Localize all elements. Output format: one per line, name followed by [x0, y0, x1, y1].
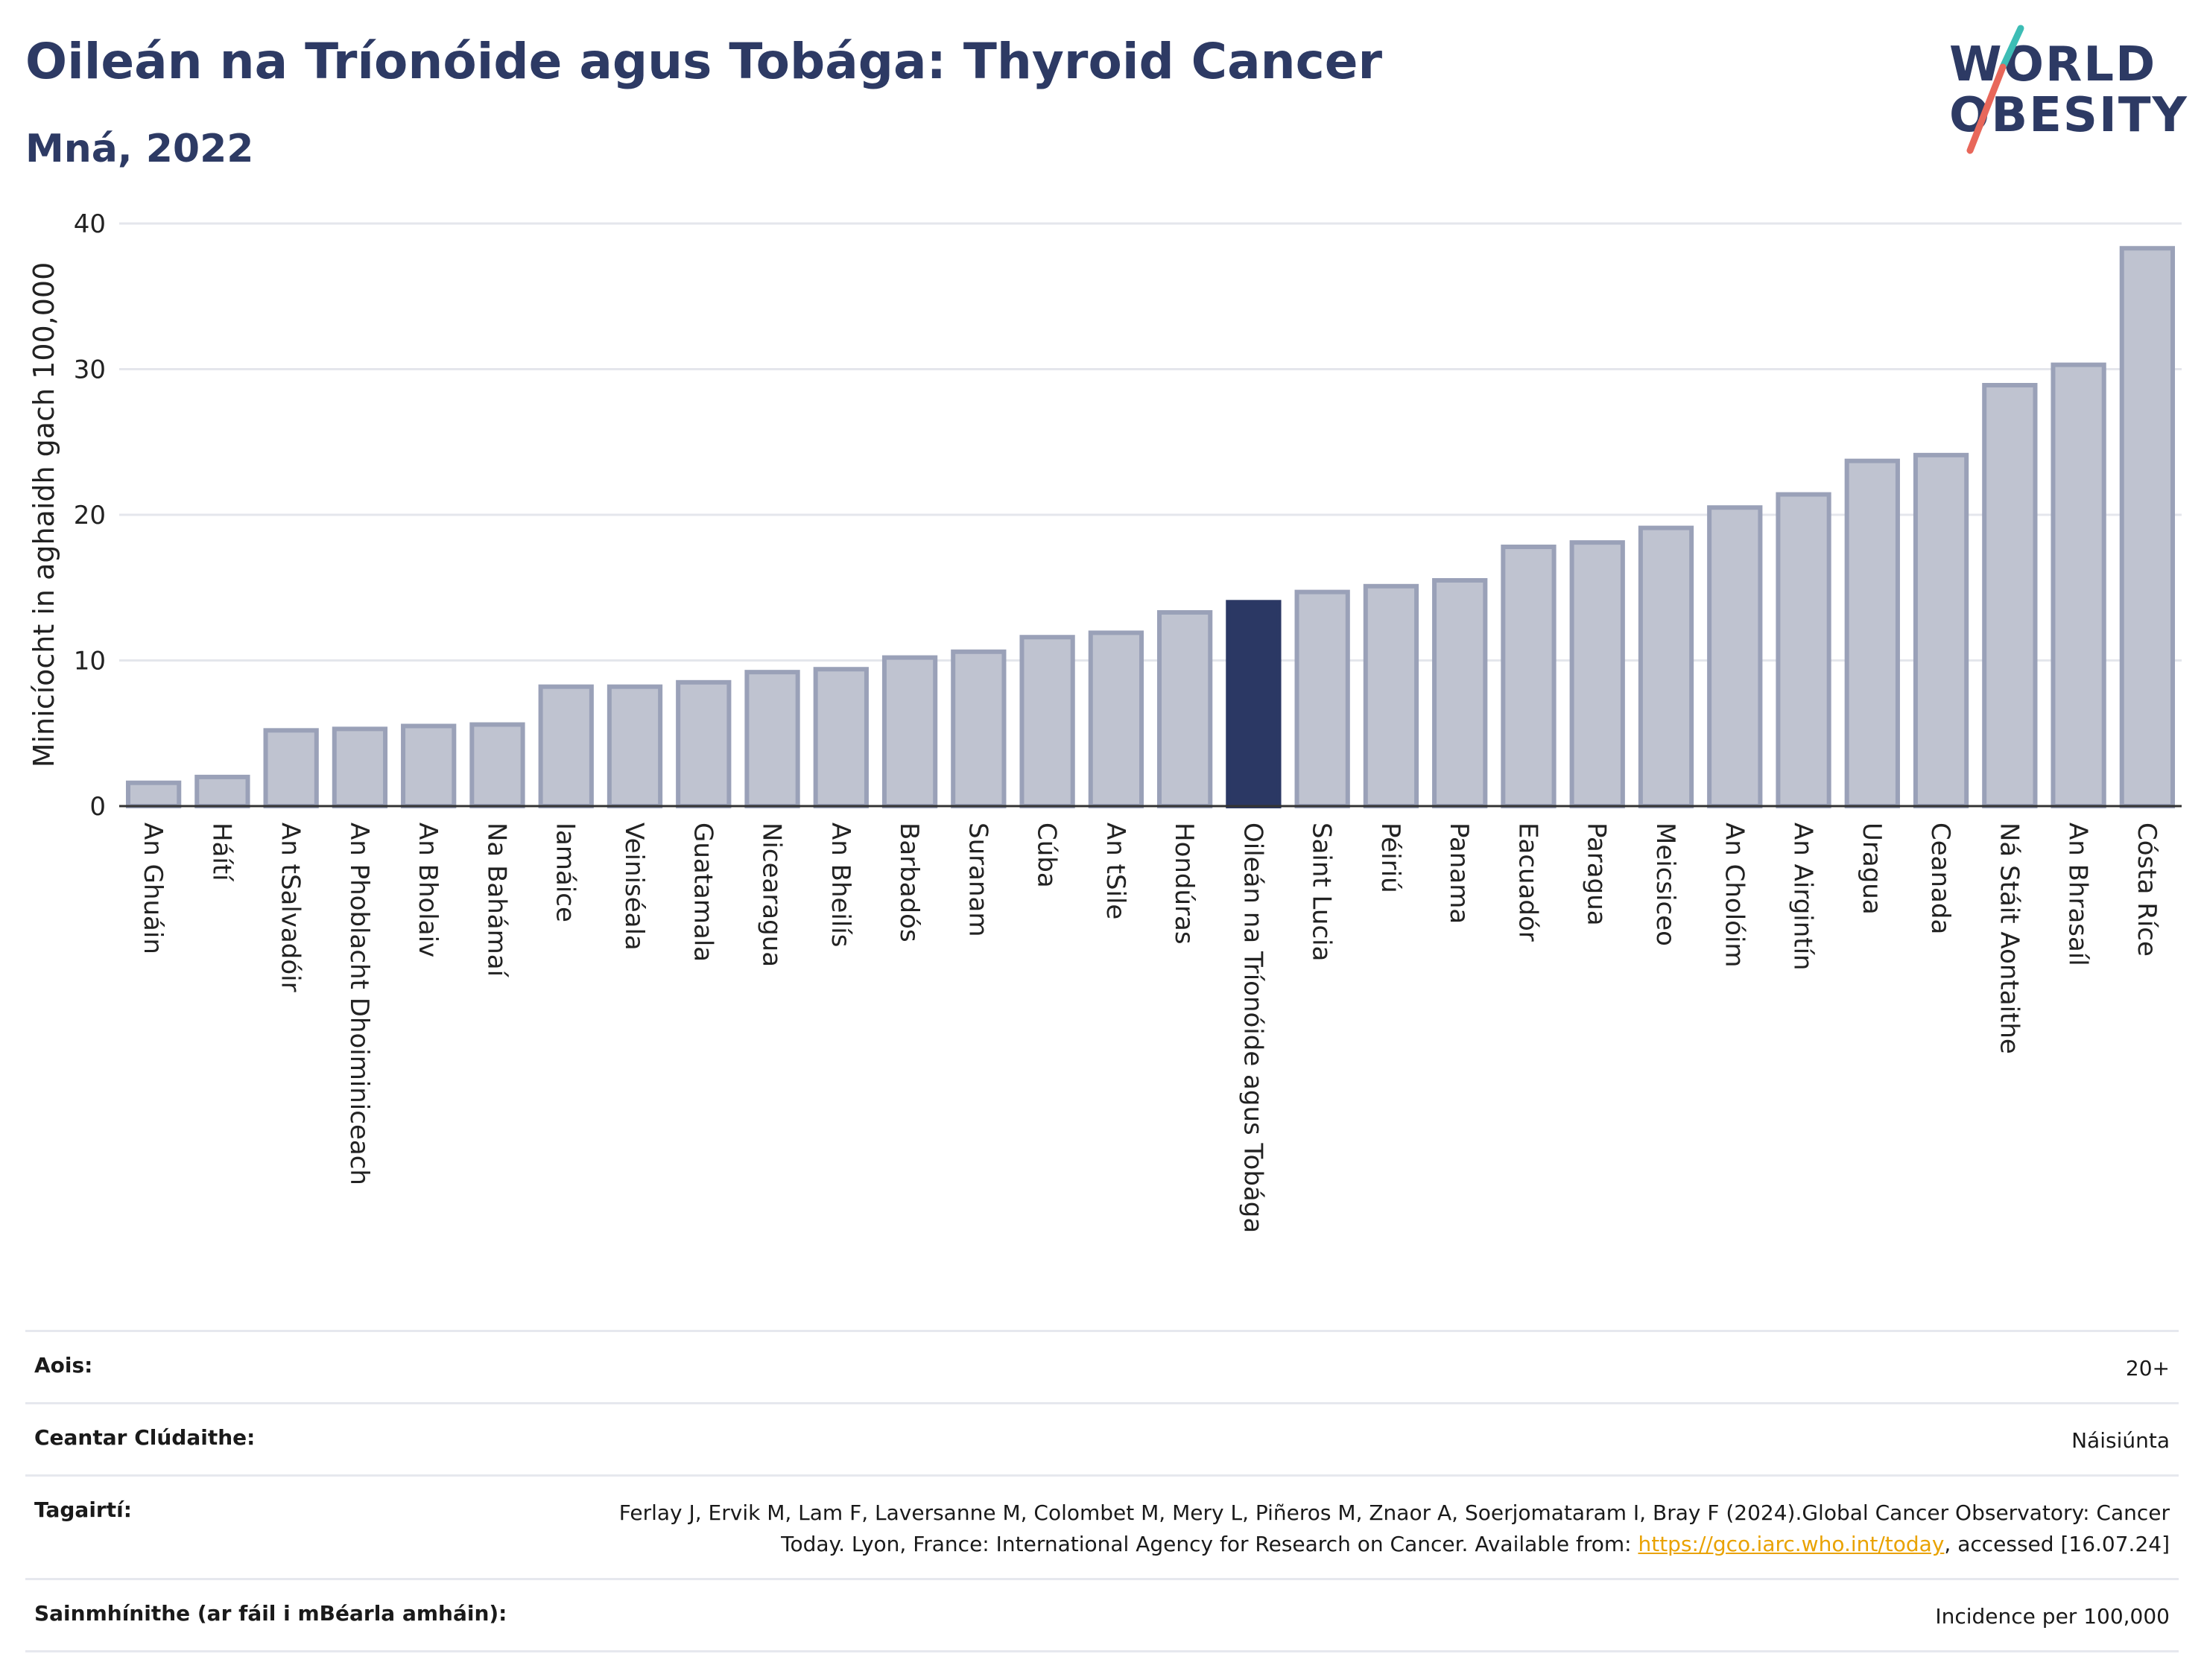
bar	[401, 723, 457, 808]
x-tick-label: Háítí	[206, 822, 236, 882]
x-tick-label: An tSile	[1101, 822, 1130, 919]
x-tick-label: An Bholaiv	[413, 822, 443, 957]
meta-row-coverage: Ceantar Clúdaithe: Náisiúnta	[25, 1402, 2179, 1474]
x-tick-label: Guatamala	[688, 822, 718, 962]
bar	[744, 670, 800, 809]
meta-row-age: Aois: 20+	[25, 1330, 2179, 1402]
meta-value: Náisiúnta	[2071, 1428, 2170, 1453]
bar	[125, 780, 182, 808]
page-title: Oileán na Tríonóide agus Tobága: Thyroid…	[25, 33, 1383, 90]
bar	[1776, 492, 1831, 808]
x-tick-label: An Bheilís	[826, 822, 855, 947]
bar	[676, 679, 732, 809]
bar	[1913, 452, 1969, 808]
x-tick-label: Ná Stáit Aontaithe	[1994, 822, 2024, 1054]
y-tick-label: 10	[74, 647, 106, 676]
x-tick-label: An Phoblacht Dhoiminiceach	[344, 822, 374, 1185]
bar	[1432, 577, 1488, 808]
meta-label: Tagairtí:	[34, 1497, 132, 1522]
bar	[813, 667, 869, 808]
bar	[538, 684, 594, 808]
bar	[332, 726, 388, 809]
x-tick-label: Eacuadór	[1513, 822, 1542, 942]
meta-value: Ferlay J, Ervik M, Lam F, Laversanne M, …	[605, 1497, 2170, 1560]
x-tick-label: Oileán na Tríonóide agus Tobága	[1238, 822, 1267, 1233]
x-tick-label: An Airgintín	[1788, 822, 1818, 971]
meta-value: Incidence per 100,000	[1935, 1604, 2170, 1629]
bar	[1982, 383, 2038, 808]
x-tick-label: Uragua	[1857, 822, 1887, 915]
bar	[194, 774, 250, 809]
bar	[263, 728, 319, 809]
y-tick-label: 0	[89, 792, 106, 822]
reference-link[interactable]: https://gco.iarc.who.int/today	[1638, 1532, 1945, 1556]
x-tick-label: Suranam	[963, 822, 992, 936]
bar	[607, 684, 663, 808]
meta-label: Sainmhínithe (ar fáil i mBéarla amháin):	[34, 1601, 507, 1626]
meta-value: 20+	[2125, 1356, 2170, 1381]
x-tick-label: Cósta Ríce	[2132, 822, 2162, 957]
x-tick-label: Iamáice	[551, 822, 580, 922]
y-axis-label: Minicíocht in aghaidh gach 100,000	[28, 262, 60, 768]
page-subtitle: Mná, 2022	[25, 127, 254, 171]
bar-chart: 0 10 20 30 40 Minicíocht in aghaidh gach 100,…	[28, 209, 2182, 1233]
x-tick-label: Meicsiceo	[1650, 822, 1680, 946]
bar	[1501, 545, 1557, 808]
x-tick-label: An Cholóim	[1719, 822, 1749, 968]
bar	[469, 722, 525, 809]
x-tick-label: Ceanada	[1925, 822, 1955, 934]
logo-slash-icon	[1966, 25, 2024, 154]
bar	[1363, 583, 1419, 808]
x-tick-label: Paragua	[1582, 822, 1612, 926]
x-tick-label: An Ghuáin	[138, 822, 168, 954]
meta-row-definitions: Sainmhínithe (ar fáil i mBéarla amháin):…	[25, 1578, 2179, 1652]
bar	[951, 649, 1007, 809]
bar	[2051, 362, 2106, 808]
x-tick-label: Hondúras	[1169, 822, 1199, 945]
bar	[2119, 246, 2176, 809]
x-tick-label: Péiriú	[1375, 822, 1405, 893]
x-tick-label: Saint Lucia	[1307, 822, 1337, 961]
meta-label: Ceantar Clúdaithe:	[34, 1425, 256, 1450]
bar	[1638, 525, 1694, 808]
bar	[1019, 635, 1075, 808]
x-tick-label: Veiniséala	[619, 822, 649, 951]
bar	[881, 655, 938, 809]
x-tick-label: Panama	[1444, 822, 1474, 924]
y-tick-label: 40	[74, 209, 106, 239]
x-tick-label: Barbadós	[894, 822, 924, 942]
x-tick-label: Cúba	[1032, 822, 1062, 888]
x-tick-label: Na Bahámaí	[481, 822, 511, 978]
y-tick-label: 20	[74, 501, 106, 530]
x-tick-label: Nicearagua	[757, 822, 787, 967]
x-tick-label: An Bhrasaíl	[2063, 822, 2093, 966]
metadata-table: Aois: 20+ Ceantar Clúdaithe: Náisiúnta T…	[25, 1330, 2179, 1652]
bar	[1844, 458, 1900, 808]
bar	[1156, 609, 1213, 808]
logo-line-1: WORLD	[1949, 37, 2157, 92]
bar	[1569, 540, 1625, 808]
bar	[1294, 589, 1350, 808]
reference-accessed: , accessed [16.07.24]	[1944, 1532, 2170, 1556]
bar	[1707, 505, 1763, 808]
bar	[1088, 630, 1144, 808]
y-tick-label: 30	[74, 355, 106, 385]
meta-label: Aois:	[34, 1353, 93, 1378]
reference-text: Ferlay J, Ervik M, Lam F, Laversanne M, …	[618, 1500, 2170, 1556]
x-tick-label: An tSalvadóir	[276, 822, 305, 992]
meta-row-references: Tagairtí: Ferlay J, Ervik M, Lam F, Lave…	[25, 1474, 2179, 1578]
world-obesity-logo: WORLD OBESITY	[1937, 22, 2191, 156]
highlighted-bar	[1226, 600, 1282, 808]
